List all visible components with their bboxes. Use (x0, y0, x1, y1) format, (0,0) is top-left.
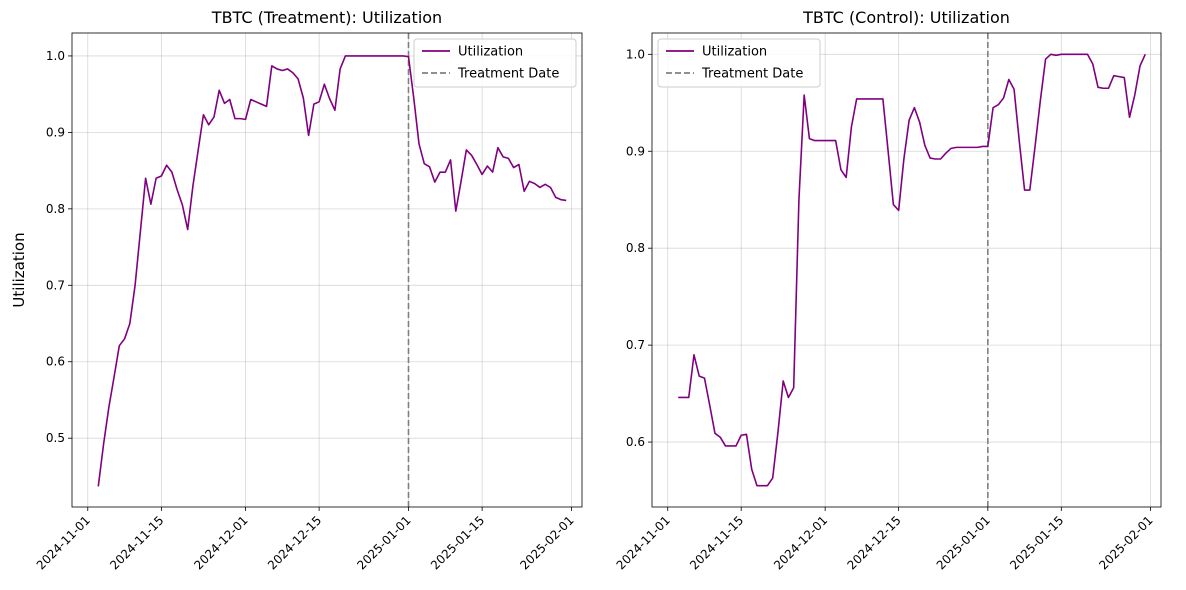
y-tick-label: 0.9 (626, 144, 645, 158)
x-tick-label: 2024-11-01 (34, 513, 93, 572)
x-tick-label: 2025-01-01 (934, 513, 993, 572)
series-line-utilization (97, 55, 567, 487)
x-tick-label: 2024-12-15 (845, 513, 904, 572)
y-tick-label: 0.8 (46, 202, 65, 216)
y-tick-label: 0.5 (46, 431, 65, 445)
x-tick-label: 2024-12-15 (265, 513, 324, 572)
y-axis-label: Utilization (10, 232, 28, 307)
y-tick-label: 0.6 (626, 435, 645, 449)
y-tick-label: 0.7 (626, 338, 645, 352)
legend-label-treatment-date: Treatment Date (457, 67, 559, 82)
x-tick-label: 2025-02-01 (517, 513, 576, 572)
x-tick-label: 2024-12-01 (191, 513, 250, 572)
series-line-utilization (678, 53, 1146, 487)
chart-panel-1: 2024-11-01 2024-11-15 2024-12-01 2024-12-15… (10, 8, 583, 572)
legend: Utilization Treatment Date (413, 38, 577, 88)
x-tick-label: 2024-11-01 (614, 513, 673, 572)
x-tick-label: 2024-11-15 (687, 513, 746, 572)
chart-title: TBTC (Control): Utilization (802, 8, 1010, 27)
y-tick-label: 1.0 (46, 49, 65, 63)
x-tick-label: 2024-11-15 (107, 513, 166, 572)
plot-frame (71, 32, 583, 508)
y-tick-label: 0.8 (626, 241, 645, 255)
legend-box (413, 38, 577, 88)
x-tick-label: 2024-12-01 (771, 513, 830, 572)
chart-title: TBTC (Treatment): Utilization (211, 8, 442, 27)
legend-box (657, 38, 821, 88)
x-tick-label: 2025-01-01 (354, 513, 413, 572)
x-tick-label: 2025-01-15 (1007, 513, 1066, 572)
chart-panel-2: 2024-11-01 2024-11-15 2024-12-01 2024-12-15… (614, 8, 1162, 572)
y-tick-label: 0.9 (46, 125, 65, 139)
legend-label-utilization: Utilization (458, 45, 523, 60)
legend-label-treatment-date: Treatment Date (701, 67, 803, 82)
y-tick-label: 0.7 (46, 278, 65, 292)
legend-label-utilization: Utilization (702, 45, 767, 60)
x-tick-label: 2025-01-15 (428, 513, 487, 572)
y-tick-label: 1.0 (626, 47, 645, 61)
x-tick-label: 2025-02-01 (1096, 513, 1155, 572)
plot-frame (651, 32, 1162, 508)
legend: Utilization Treatment Date (657, 38, 821, 88)
y-tick-label: 0.6 (46, 355, 65, 369)
